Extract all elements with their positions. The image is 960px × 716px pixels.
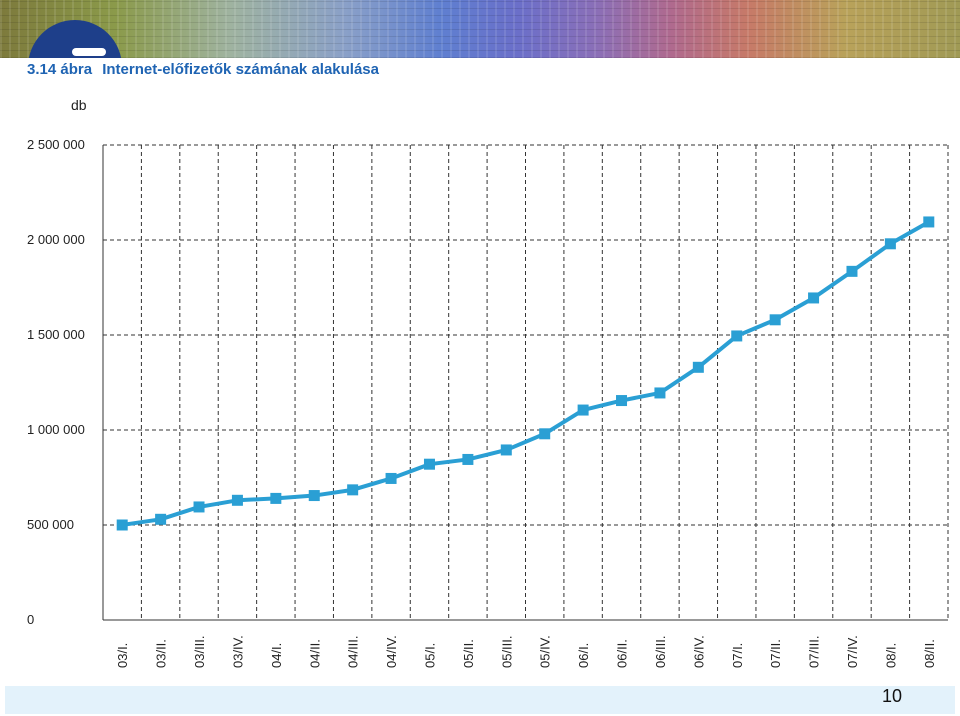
header-banner [0, 0, 960, 58]
x-tick-label: 03/IV. [230, 635, 245, 668]
y-tick-label: 2 500 000 [27, 137, 85, 152]
line-chart: 0 500 000 1 000 000 1 500 000 2 000 000 2 500… [27, 137, 949, 668]
data-point [923, 216, 935, 228]
x-tick-label: 06/II. [615, 639, 630, 668]
x-tick-label: 04/IV. [384, 635, 399, 668]
y-tick-label: 1 000 000 [27, 422, 85, 437]
series-line [121, 220, 930, 527]
y-tick-labels: 0 500 000 1 000 000 1 500 000 2 000 000 2 500… [27, 137, 85, 627]
data-point [654, 387, 666, 399]
x-tick-label: 04/II. [307, 639, 322, 668]
data-point [155, 513, 167, 525]
x-tick-label: 07/III. [807, 635, 822, 668]
y-axis-unit: db [71, 97, 87, 113]
y-tick-label: 0 [27, 612, 34, 627]
x-tick-label: 04/I. [269, 643, 284, 668]
x-tick-label: 07/I. [730, 643, 745, 668]
data-point [423, 458, 435, 470]
data-point [385, 472, 397, 484]
data-point [616, 395, 628, 407]
data-point [231, 494, 243, 506]
data-point [884, 238, 896, 250]
x-tick-label: 04/III. [346, 635, 361, 668]
data-point [539, 428, 551, 440]
data-point [769, 314, 781, 326]
figure-title: Internet-előfizetők számának alakulása [102, 61, 379, 78]
data-point [462, 453, 474, 465]
data-point [808, 292, 820, 304]
x-tick-label: 08/II. [922, 639, 937, 668]
x-tick-label: 03/II. [154, 639, 169, 668]
x-tick-label: 03/I. [115, 643, 130, 668]
data-point [731, 330, 743, 342]
y-tick-label: 2 000 000 [27, 232, 85, 247]
x-tick-label: 08/I. [883, 643, 898, 668]
grid-lines [102, 144, 949, 621]
x-tick-label: 07/II. [768, 639, 783, 668]
data-point [846, 265, 858, 277]
data-point [577, 404, 589, 416]
page-number: 10 [881, 686, 902, 706]
chart-title: 3.14 ábra Internet-előfizetők számának a… [27, 61, 385, 78]
x-tick-label: 05/I. [422, 643, 437, 668]
data-point [270, 492, 282, 504]
x-tick-label: 06/I. [576, 643, 591, 668]
y-tick-label: 500 000 [27, 517, 74, 532]
data-point [500, 444, 512, 456]
y-tick-label: 1 500 000 [27, 327, 85, 342]
x-tick-label: 05/III. [499, 635, 514, 668]
data-point [116, 519, 128, 531]
series-markers [116, 216, 935, 531]
x-tick-labels: 03/I. 03/II. 03/III. 03/IV. 04/I. 04/II. 04/II… [115, 635, 937, 668]
data-point [347, 484, 359, 496]
x-tick-label: 06/IV. [691, 635, 706, 668]
x-tick-label: 03/III. [192, 635, 207, 668]
x-tick-label: 05/II. [461, 639, 476, 668]
data-point [692, 361, 704, 373]
figure-label: 3.14 ábra [27, 61, 93, 78]
banner-texture [0, 0, 960, 58]
x-tick-label: 06/III. [653, 635, 668, 668]
series-line-path [121, 220, 930, 527]
data-point [308, 490, 320, 502]
data-point [193, 501, 205, 513]
x-tick-label: 07/IV. [845, 635, 860, 668]
x-tick-label: 05/IV. [538, 635, 553, 668]
footer-bar [5, 686, 955, 714]
